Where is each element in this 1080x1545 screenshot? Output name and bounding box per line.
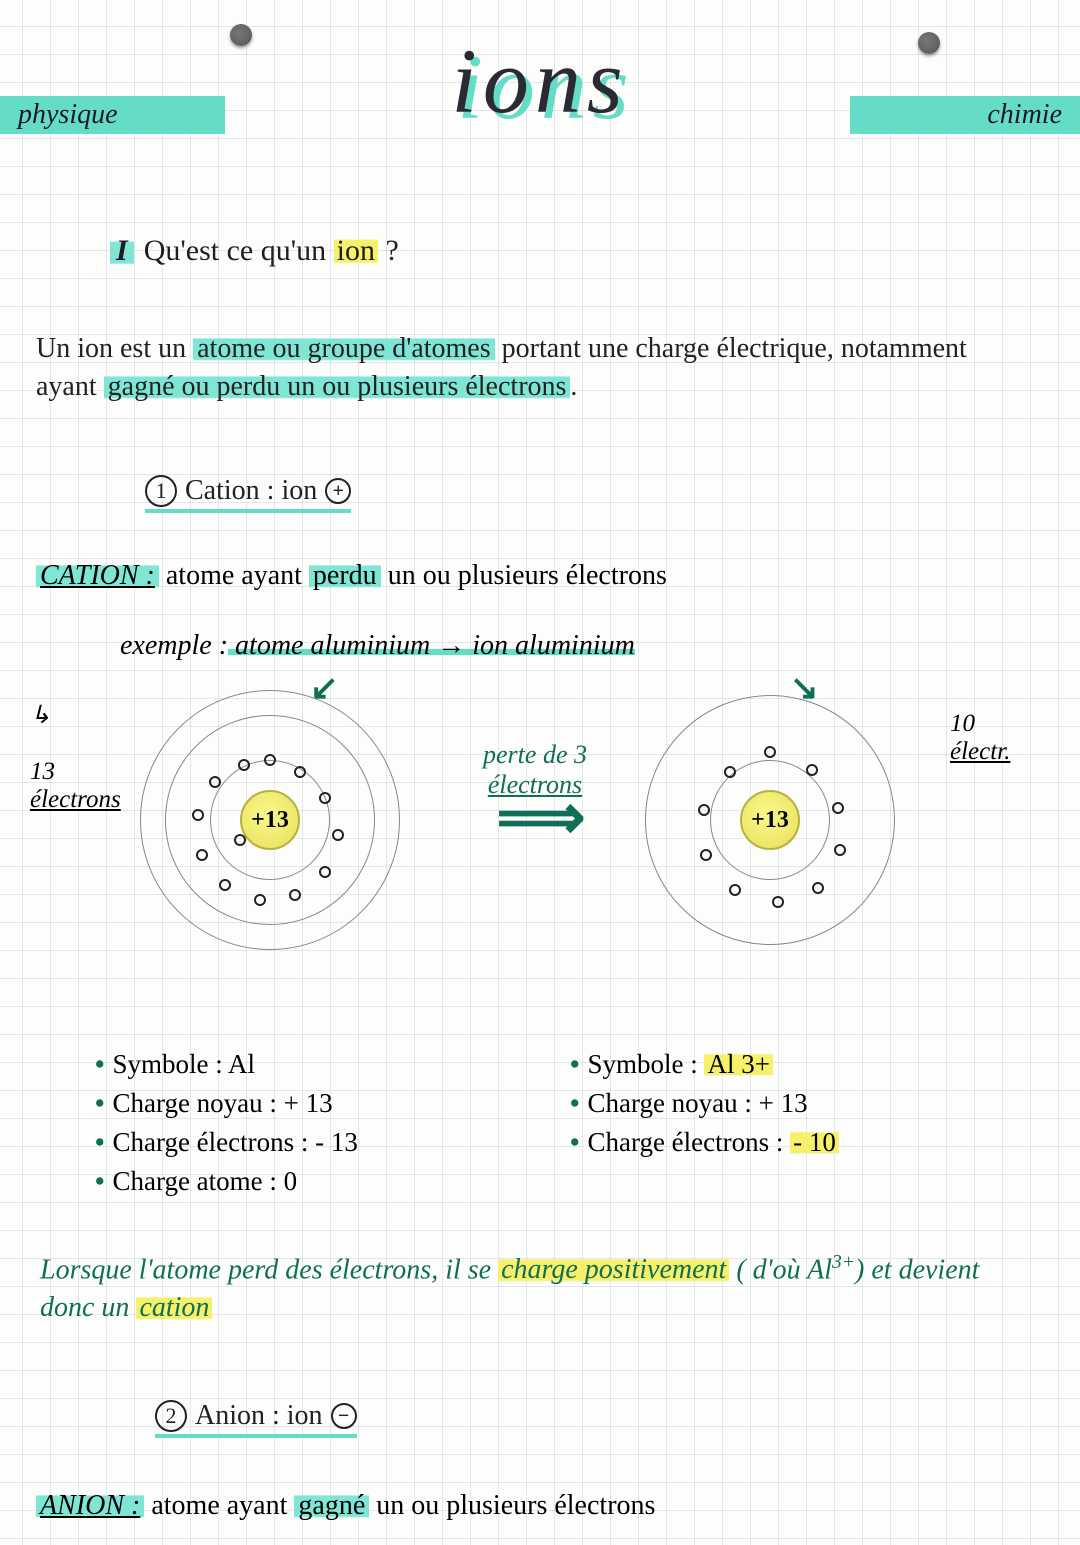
property-value: - 13 [315, 1127, 358, 1157]
property-row: • Charge atome : 0 [95, 1162, 515, 1201]
property-row: • Charge électrons : - 10 [570, 1123, 1050, 1162]
electron [764, 746, 776, 758]
electron [729, 884, 741, 896]
binder-hole-left [230, 24, 252, 46]
nucleus-right: +13 [740, 790, 800, 850]
section-1-heading: I Qu'est ce qu'un ion ? [110, 234, 399, 268]
right-electron-count-note: 10 électr. [950, 710, 1070, 766]
nucleus-left: +13 [240, 790, 300, 850]
big-arrow-icon: ⟹ [440, 800, 630, 837]
property-value: - 10 [790, 1127, 839, 1157]
bullet-icon: • [570, 1049, 579, 1079]
page-title-text: ions [451, 30, 628, 132]
electron [772, 896, 784, 908]
electron [834, 844, 846, 856]
electron [724, 766, 736, 778]
electron [289, 889, 301, 901]
atom-aluminium: +13 [140, 690, 400, 950]
bullet-icon: • [570, 1127, 579, 1157]
electron [319, 866, 331, 878]
bullet-icon: • [95, 1088, 104, 1118]
property-value: 0 [284, 1166, 298, 1196]
anion-subheading: 2 Anion : ion − [155, 1400, 357, 1438]
property-row: • Charge noyau : + 13 [95, 1084, 515, 1123]
property-label: Charge électrons : [112, 1127, 315, 1157]
electron [196, 849, 208, 861]
electron [238, 759, 250, 771]
electron [698, 804, 710, 816]
transition-label-1: perte de 3 [440, 740, 630, 770]
anion-number-icon: 2 [155, 1400, 187, 1432]
property-row: • Symbole : Al 3+ [570, 1045, 1050, 1084]
cation-heading-text: Cation : ion [185, 475, 317, 507]
section-1-text: Qu'est ce qu'un ion ? [144, 234, 399, 268]
cation-definition: CATION : atome ayant perdu un ou plusieu… [36, 560, 1036, 592]
atom-properties-list: • Symbole : Al • Charge noyau : + 13 • Charge… [95, 1045, 515, 1202]
subject-strip-right: chimie [850, 96, 1080, 134]
electron [812, 882, 824, 894]
property-label: Charge atome : [112, 1166, 283, 1196]
minus-sign-icon: − [331, 1403, 357, 1429]
ion-definition-paragraph: Un ion est un atome ou groupe d'atomes p… [36, 330, 1016, 406]
ion-aluminium: +13 [640, 690, 900, 950]
transition-arrow: perte de 3 électrons ⟹ [440, 740, 630, 837]
property-row: • Charge électrons : - 13 [95, 1123, 515, 1162]
bullet-icon: • [95, 1127, 104, 1157]
page-title: ions ions [451, 28, 628, 134]
bullet-icon: • [570, 1088, 579, 1118]
electron [209, 776, 221, 788]
electron [219, 879, 231, 891]
electron [192, 809, 204, 821]
subject-right-text: chimie [987, 99, 1062, 131]
electron [319, 792, 331, 804]
anion-definition: ANION : atome ayant gagné un ou plusieur… [36, 1490, 1036, 1522]
property-label: Charge électrons : [587, 1127, 790, 1157]
electron [700, 849, 712, 861]
binder-hole-right [918, 32, 940, 54]
property-label: Charge noyau : [587, 1088, 758, 1118]
cation-label: CATION : [36, 560, 159, 591]
electron [806, 764, 818, 776]
property-row: • Symbole : Al [95, 1045, 515, 1084]
atom-figure-right: +13 [640, 690, 900, 950]
property-value: + 13 [759, 1088, 808, 1118]
cation-subheading: 1 Cation : ion + [145, 475, 351, 513]
property-value: + 13 [284, 1088, 333, 1118]
subject-strip-left: physique [0, 96, 225, 134]
bullet-icon: • [95, 1049, 104, 1079]
electron [832, 802, 844, 814]
electron [234, 834, 246, 846]
section-1-roman: I [110, 234, 134, 268]
atom-figure-left: +13 [140, 690, 400, 950]
bullet-icon: • [95, 1166, 104, 1196]
property-label: Symbole : [587, 1049, 704, 1079]
anion-label: ANION : [36, 1490, 144, 1521]
subject-left-text: physique [18, 99, 118, 131]
cation-conclusion: Lorsque l'atome perd des électrons, il s… [40, 1250, 1030, 1327]
anion-heading-text: Anion : ion [195, 1400, 323, 1432]
property-label: Charge noyau : [112, 1088, 283, 1118]
property-label: Symbole : [112, 1049, 228, 1079]
page-content: physique chimie ions ions I Qu'est ce qu… [0, 0, 1080, 1545]
property-row: • Charge noyau : + 13 [570, 1084, 1050, 1123]
plus-sign-icon: + [325, 478, 351, 504]
electron [264, 754, 276, 766]
cation-number-icon: 1 [145, 475, 177, 507]
property-value: Al 3+ [704, 1049, 772, 1079]
left-electron-count-note: ↳ 13 électrons [30, 700, 130, 814]
electron [332, 829, 344, 841]
cation-example: exemple : atome aluminium → ion aluminiu… [120, 630, 635, 662]
property-value: Al [228, 1049, 255, 1079]
ion-properties-list: • Symbole : Al 3+ • Charge noyau : + 13 • Cha… [570, 1045, 1050, 1162]
electron [254, 894, 266, 906]
electron [294, 766, 306, 778]
